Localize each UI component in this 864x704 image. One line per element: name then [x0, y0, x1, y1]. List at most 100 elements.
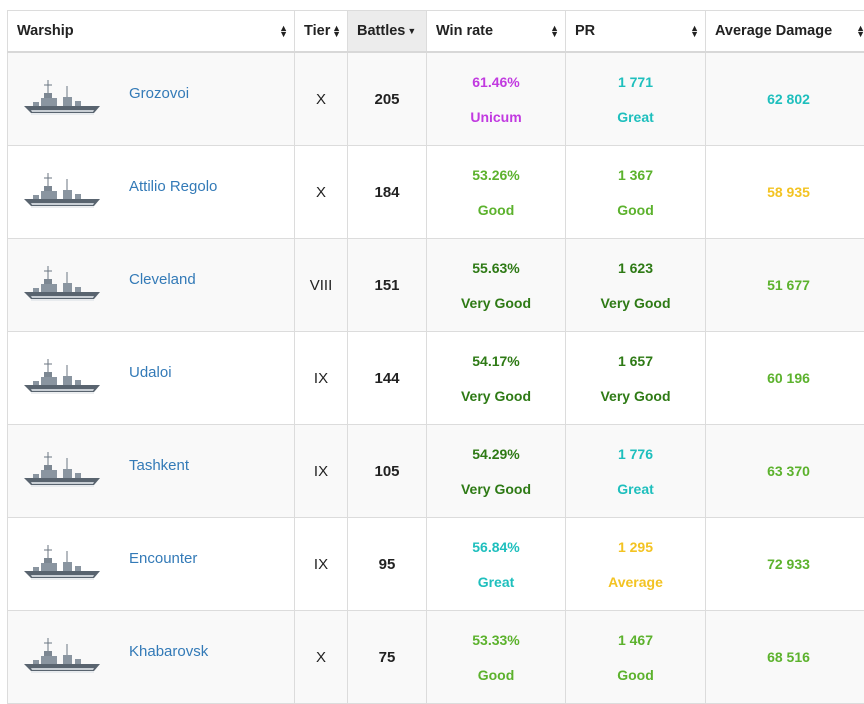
pr-value: 1 657 [566, 353, 705, 369]
average-damage-value: 60 196 [767, 370, 810, 386]
average-damage-cell: 72 933 [706, 518, 864, 611]
column-header-tier[interactable]: Tier ▲▼ [295, 11, 348, 53]
pr-cell: 1 623 Very Good [566, 239, 706, 332]
battles-cell: 205 [348, 52, 427, 146]
table-row: Grozovoi X 205 61.46% Unicum 1 771 Great… [8, 52, 864, 146]
winrate-cell: 61.46% Unicum [427, 52, 566, 146]
pr-rating: Good [566, 667, 705, 683]
table-row: Khabarovsk X 75 53.33% Good 1 467 Good 6… [8, 611, 864, 704]
column-header-warship[interactable]: Warship ▲▼ [8, 11, 295, 53]
tier-cell: VIII [295, 239, 348, 332]
tier-value: X [316, 91, 326, 108]
sort-both-icon: ▲▼ [279, 25, 288, 37]
warship-cell: Encounter [8, 518, 295, 611]
sort-both-icon: ▲▼ [690, 25, 699, 37]
warship-image [22, 263, 102, 307]
column-header-label: PR [575, 23, 595, 39]
average-damage-cell: 68 516 [706, 611, 864, 704]
battles-value: 105 [374, 463, 399, 480]
column-header-label: Average Damage [715, 23, 832, 39]
winrate-rating: Unicum [427, 109, 565, 125]
warship-image [22, 170, 102, 214]
warship-name-link[interactable]: Udaloi [129, 364, 172, 381]
column-header-battles[interactable]: Battles▼ [348, 11, 427, 53]
warship-image [22, 77, 102, 121]
tier-cell: X [295, 146, 348, 239]
column-header-pr[interactable]: PR ▲▼ [566, 11, 706, 53]
warship-name-link[interactable]: Attilio Regolo [129, 178, 217, 195]
column-header-label: Battles [357, 23, 405, 39]
sort-both-icon: ▲▼ [550, 25, 559, 37]
sort-both-icon: ▲▼ [332, 25, 341, 37]
battles-value: 144 [374, 370, 399, 387]
winrate-rating: Good [427, 202, 565, 218]
pr-value: 1 367 [566, 167, 705, 183]
pr-value: 1 623 [566, 260, 705, 276]
sort-desc-icon: ▼ [407, 26, 416, 36]
pr-cell: 1 771 Great [566, 52, 706, 146]
battles-value: 205 [374, 91, 399, 108]
winrate-rating: Great [427, 574, 565, 590]
winrate-cell: 54.29% Very Good [427, 425, 566, 518]
battles-value: 151 [374, 277, 399, 294]
winrate-cell: 53.33% Good [427, 611, 566, 704]
winrate-rating: Good [427, 667, 565, 683]
battles-value: 75 [379, 649, 396, 666]
pr-rating: Good [566, 202, 705, 218]
tier-cell: IX [295, 425, 348, 518]
pr-cell: 1 295 Average [566, 518, 706, 611]
winrate-cell: 53.26% Good [427, 146, 566, 239]
average-damage-value: 51 677 [767, 277, 810, 293]
tier-value: X [316, 649, 326, 666]
average-damage-cell: 58 935 [706, 146, 864, 239]
warship-name-link[interactable]: Grozovoi [129, 85, 189, 102]
warship-name-link[interactable]: Khabarovsk [129, 643, 208, 660]
warship-cell: Tashkent [8, 425, 295, 518]
warship-cell: Khabarovsk [8, 611, 295, 704]
tier-value: IX [314, 556, 328, 573]
winrate-value: 55.63% [427, 260, 565, 276]
winrate-rating: Very Good [427, 481, 565, 497]
warship-name-link[interactable]: Encounter [129, 550, 197, 567]
warship-cell: Attilio Regolo [8, 146, 295, 239]
table-row: Attilio Regolo X 184 53.26% Good 1 367 G… [8, 146, 864, 239]
battles-cell: 105 [348, 425, 427, 518]
winrate-cell: 54.17% Very Good [427, 332, 566, 425]
warship-image [22, 635, 102, 679]
warship-name-link[interactable]: Cleveland [129, 271, 196, 288]
winrate-value: 56.84% [427, 539, 565, 555]
pr-value: 1 467 [566, 632, 705, 648]
table-row: Tashkent IX 105 54.29% Very Good 1 776 G… [8, 425, 864, 518]
pr-rating: Great [566, 481, 705, 497]
battles-cell: 144 [348, 332, 427, 425]
pr-rating: Great [566, 109, 705, 125]
battles-value: 95 [379, 556, 396, 573]
warship-cell: Udaloi [8, 332, 295, 425]
winrate-value: 54.17% [427, 353, 565, 369]
battles-cell: 75 [348, 611, 427, 704]
winrate-value: 54.29% [427, 446, 565, 462]
pr-value: 1 776 [566, 446, 705, 462]
winrate-value: 53.26% [427, 167, 565, 183]
winrate-cell: 56.84% Great [427, 518, 566, 611]
winrate-rating: Very Good [427, 295, 565, 311]
table-row: Udaloi IX 144 54.17% Very Good 1 657 Ver… [8, 332, 864, 425]
tier-cell: X [295, 611, 348, 704]
warship-cell: Cleveland [8, 239, 295, 332]
winrate-cell: 55.63% Very Good [427, 239, 566, 332]
table-row: Encounter IX 95 56.84% Great 1 295 Avera… [8, 518, 864, 611]
warship-name-link[interactable]: Tashkent [129, 457, 189, 474]
battles-cell: 184 [348, 146, 427, 239]
pr-value: 1 295 [566, 539, 705, 555]
tier-value: IX [314, 463, 328, 480]
pr-cell: 1 657 Very Good [566, 332, 706, 425]
column-header-winrate[interactable]: Win rate ▲▼ [427, 11, 566, 53]
warship-image [22, 356, 102, 400]
column-header-label: Tier [304, 23, 330, 39]
average-damage-value: 62 802 [767, 91, 810, 107]
battles-cell: 151 [348, 239, 427, 332]
average-damage-cell: 62 802 [706, 52, 864, 146]
column-header-average-damage[interactable]: Average Damage ▲▼ [706, 11, 864, 53]
pr-rating: Average [566, 574, 705, 590]
